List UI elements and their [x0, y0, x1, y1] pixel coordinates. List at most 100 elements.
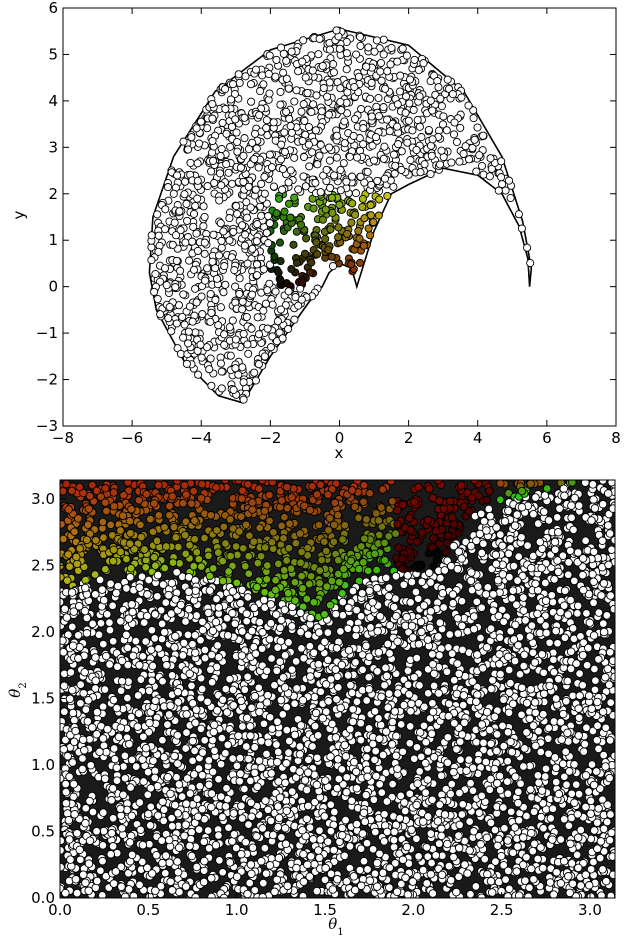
top-scatter-point [193, 246, 202, 255]
top-scatter-point [277, 140, 286, 149]
top-scatter-point [276, 275, 285, 285]
top-scatter-point [473, 123, 482, 132]
top-scatter-point [227, 122, 237, 131]
top-scatter-point [188, 237, 197, 246]
top-scatter-point [385, 127, 394, 136]
top-scatter-point [292, 258, 302, 267]
top-scatter-point [165, 302, 174, 312]
top-scatter-point [224, 168, 233, 177]
top-scatter-point [176, 226, 185, 235]
bottom-scatter-point [563, 570, 573, 579]
top-scatter-point [228, 80, 238, 89]
top-scatter-point [258, 71, 267, 80]
top-scatter-point [266, 343, 276, 352]
top-scatter-point [219, 288, 228, 297]
top-scatter-point [347, 172, 357, 181]
top-scatter-point [381, 84, 390, 93]
top-scatter-point [231, 282, 240, 291]
top-scatter-point [426, 96, 435, 105]
top-scatter-point [276, 87, 285, 96]
top-scatter-point [262, 228, 271, 237]
top-scatter-point [339, 159, 348, 168]
top-scatter-point [270, 252, 279, 261]
top-scatter-point [465, 155, 474, 164]
top-scatter-point [326, 225, 335, 234]
top-scatter-point [315, 34, 324, 43]
top-scatter-point [221, 280, 230, 289]
top-scatter-point [262, 199, 271, 208]
top-scatter-point [247, 324, 256, 333]
bottom-scatter-point [412, 743, 422, 752]
top-scatter-point [240, 134, 249, 143]
top-scatter-point [457, 93, 466, 102]
bottom-scatter-point [419, 721, 429, 731]
top-scatter-point [347, 260, 356, 269]
top-scatter-point [265, 51, 274, 60]
bottom-scatter-point [259, 878, 268, 888]
top-scatter-point [286, 166, 295, 175]
top-scatter-point [189, 222, 198, 231]
top-scatter-point [206, 354, 215, 363]
bottom-scatter-point [355, 865, 365, 875]
top-scatter-point [234, 70, 243, 79]
top-scatter-point [374, 112, 383, 121]
top-scatter-point [239, 378, 248, 387]
top-scatter-point [147, 231, 156, 240]
bottom-scatter-point [214, 774, 223, 784]
top-scatter-point [179, 290, 188, 299]
top-scatter-point [256, 87, 265, 96]
bottom-scatter-points [60, 480, 615, 898]
top-scatter-point [241, 230, 250, 239]
top-scatter-point [243, 213, 252, 222]
top-scatter-point [203, 264, 212, 273]
bottom-scatter-point [342, 773, 352, 782]
top-scatter-point [449, 130, 459, 139]
top-scatter-point [287, 47, 296, 56]
top-scatter-point [377, 76, 386, 85]
top-scatter-point [402, 92, 411, 101]
top-scatter-point [330, 171, 339, 180]
top-scatter-point [298, 57, 307, 66]
top-scatter-point [318, 215, 327, 224]
top-scatter-point [364, 224, 373, 233]
bottom-scatter-point [582, 660, 592, 670]
top-scatter-point [363, 167, 372, 176]
top-scatter-point [336, 186, 345, 195]
top-scatter-point [437, 102, 446, 111]
bottom-scatter-point [586, 796, 596, 806]
top-scatter-point [366, 201, 375, 210]
top-scatter-point [299, 152, 309, 162]
top-scatter-point [311, 126, 320, 135]
top-scatter-point [370, 47, 379, 56]
top-scatter-point [312, 238, 321, 247]
top-scatter-point [242, 312, 251, 322]
top-scatter-point [215, 251, 224, 260]
top-scatter-point [301, 73, 310, 82]
top-scatter-point [210, 178, 219, 188]
bottom-scatter-point [189, 486, 198, 496]
top-scatter-point [304, 122, 313, 132]
top-scatter-point [297, 220, 306, 229]
top-scatter-point [369, 218, 378, 227]
top-scatter-point [442, 126, 451, 135]
top-scatter-point [340, 139, 349, 148]
top-scatter-point [264, 69, 273, 79]
top-scatter-point [247, 97, 256, 106]
top-scatter-point [347, 218, 356, 227]
top-scatter-point [375, 195, 384, 204]
bottom-scatter-point [514, 552, 523, 561]
top-scatter-point [290, 193, 299, 202]
top-scatter-point [257, 211, 266, 220]
top-scatter-point [178, 312, 187, 322]
top-scatter-point [367, 112, 376, 121]
top-scatter-point [325, 78, 334, 87]
top-scatter-point [171, 231, 181, 240]
top-scatter-point [160, 264, 170, 273]
top-scatter-point [299, 100, 308, 109]
bottom-scatter-point [456, 755, 465, 764]
top-scatter-point [240, 241, 249, 250]
bottom-scatter-point [81, 804, 91, 813]
bottom-scatter-point [560, 772, 569, 782]
bottom-scatter-point [374, 813, 383, 823]
bottom-scatter-point [405, 739, 415, 748]
